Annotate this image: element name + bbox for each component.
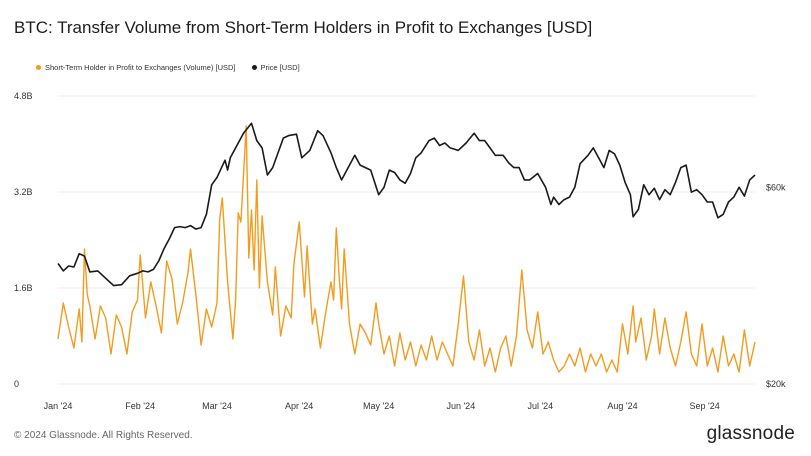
copyright-text: © 2024 Glassnode. All Rights Reserved. [14,430,193,441]
x-tick-label: Aug '24 [607,401,637,411]
glassnode-logo: glassnode [706,423,795,444]
x-tick-label: Apr '24 [285,401,313,411]
y-left-tick-label: 0 [14,379,19,389]
legend-swatch-price [251,65,257,70]
volume-series-line [57,125,756,373]
y-right-tick-label: $60k [766,182,786,192]
x-tick-label: Jul '24 [527,401,553,411]
legend-swatch-volume [36,65,41,70]
y-left-tick-label: 3.2B [14,187,33,197]
x-tick-label: Mar '24 [202,401,232,411]
chart-title: BTC: Transfer Volume from Short-Term Hol… [14,18,593,37]
y-left-tick-label: 4.8B [14,91,33,101]
legend-item-price[interactable]: Price [USD] [251,63,300,72]
y-right-tick-label: $20k [766,379,786,389]
chart-legend: Short-Term Holder in Profit to Exchanges… [36,63,300,72]
legend-label-price: Price [USD] [260,63,300,72]
x-tick-label: Sep '24 [690,401,720,411]
price-series-line [57,122,756,287]
x-tick-label: May '24 [363,401,394,411]
x-tick-label: Jun '24 [446,401,475,411]
legend-item-volume[interactable]: Short-Term Holder in Profit to Exchanges… [36,63,236,72]
legend-label-volume: Short-Term Holder in Profit to Exchanges… [45,63,236,72]
x-tick-label: Feb '24 [125,401,155,411]
x-tick-label: Jan '24 [44,401,73,411]
y-left-tick-label: 1.6B [14,283,33,293]
